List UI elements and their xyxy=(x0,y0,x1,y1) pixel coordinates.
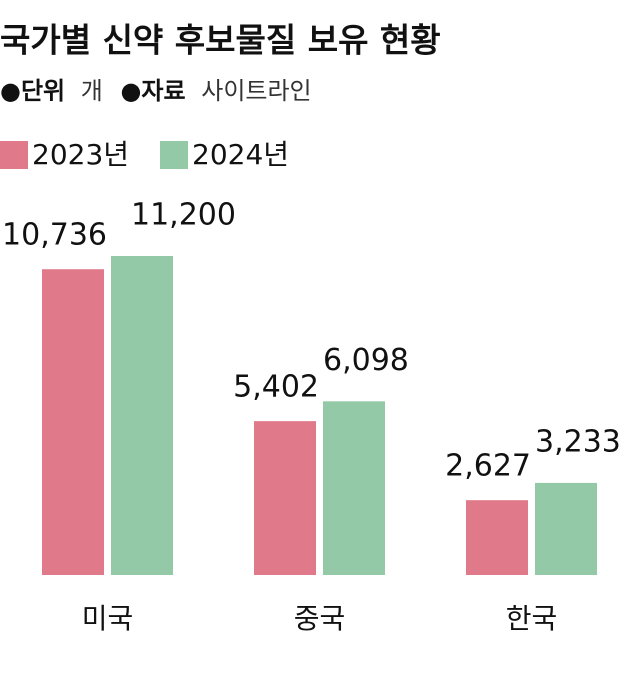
legend-swatch xyxy=(0,141,28,169)
bar xyxy=(254,421,316,575)
legend-label: 2024년 xyxy=(192,138,289,171)
bar xyxy=(323,401,385,575)
x-tick-label: 미국 xyxy=(82,602,134,635)
unit-label: ●단위 xyxy=(0,77,65,105)
bar xyxy=(111,256,173,575)
value-label: 5,402 xyxy=(233,370,319,405)
value-label: 2,627 xyxy=(445,449,531,484)
chart-title: 국가별 신약 후보물질 보유 현황 xyxy=(0,21,441,60)
x-tick-label: 중국 xyxy=(294,602,346,635)
legend-label: 2023년 xyxy=(32,138,129,171)
bar xyxy=(42,269,104,575)
value-label: 6,098 xyxy=(323,343,409,378)
x-tick-label: 한국 xyxy=(506,602,558,635)
unit: 개 xyxy=(81,77,103,105)
bar xyxy=(535,482,597,575)
value-label: 3,233 xyxy=(535,424,621,459)
legend-swatch xyxy=(160,141,188,169)
source: 사이트라인 xyxy=(201,77,311,105)
value-label: 10,736 xyxy=(2,218,107,253)
bar xyxy=(466,500,528,575)
value-label: 11,200 xyxy=(131,198,236,233)
source-label: ●자료 xyxy=(120,77,185,105)
subtitle: ●단위 개 ●자료 사이트라인 xyxy=(0,77,312,105)
